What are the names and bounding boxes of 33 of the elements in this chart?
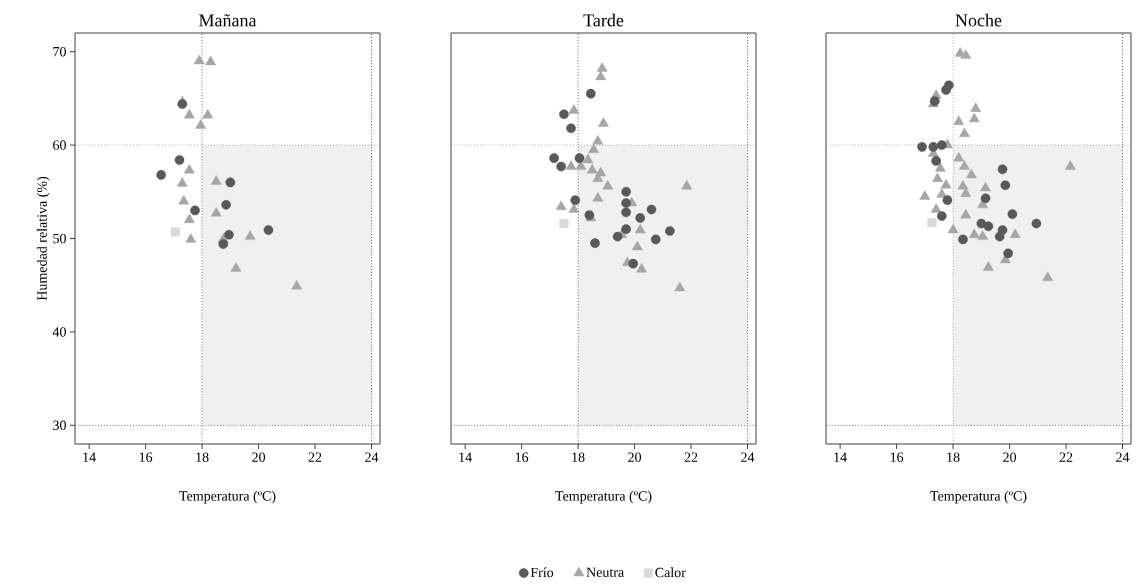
y-axis-title: Humedad relativa (%) [36, 176, 50, 301]
x-tick-label: 14 [834, 452, 847, 462]
x-tick-label: 16 [515, 452, 529, 462]
x-axis-title: Temperatura (ºC) [930, 490, 1027, 504]
x-tick-label: 16 [890, 452, 904, 462]
x-tick-label: 22 [308, 452, 322, 462]
x-tick-label: 20 [252, 452, 266, 462]
x-tick-label: 20 [628, 452, 642, 462]
x-tick-label: 14 [459, 452, 472, 462]
legend-label: Calor [655, 567, 686, 578]
x-axis-title: Temperatura (ºC) [555, 490, 652, 504]
x-tick-label: 24 [741, 452, 755, 462]
x-tick-label: 16 [139, 452, 153, 462]
x-tick-label: 24 [1116, 452, 1130, 462]
x-tick-label: 18 [947, 452, 960, 462]
y-tick-label: 30 [53, 420, 66, 431]
x-tick-label: 24 [365, 452, 379, 462]
y-tick-label: 50 [53, 233, 66, 244]
x-tick-label: 14 [83, 452, 96, 462]
x-tick-label: 18 [572, 452, 585, 462]
chart-title: Mañana [199, 14, 257, 27]
x-tick-label: 18 [196, 452, 209, 462]
y-tick-label: 40 [52, 327, 66, 337]
legend-label: Frío [530, 567, 554, 578]
x-axis-title: Temperatura (ºC) [179, 490, 276, 504]
y-tick-label: 70 [53, 46, 66, 57]
y-tick-label: 60 [53, 140, 66, 150]
legend-label: Neutra [586, 567, 624, 577]
x-tick-label: 22 [1059, 452, 1073, 462]
x-tick-label: 22 [684, 452, 698, 462]
chart-title: Noche [955, 13, 1002, 27]
x-tick-label: 20 [1003, 452, 1017, 462]
chart-title: Tarde [583, 13, 624, 27]
